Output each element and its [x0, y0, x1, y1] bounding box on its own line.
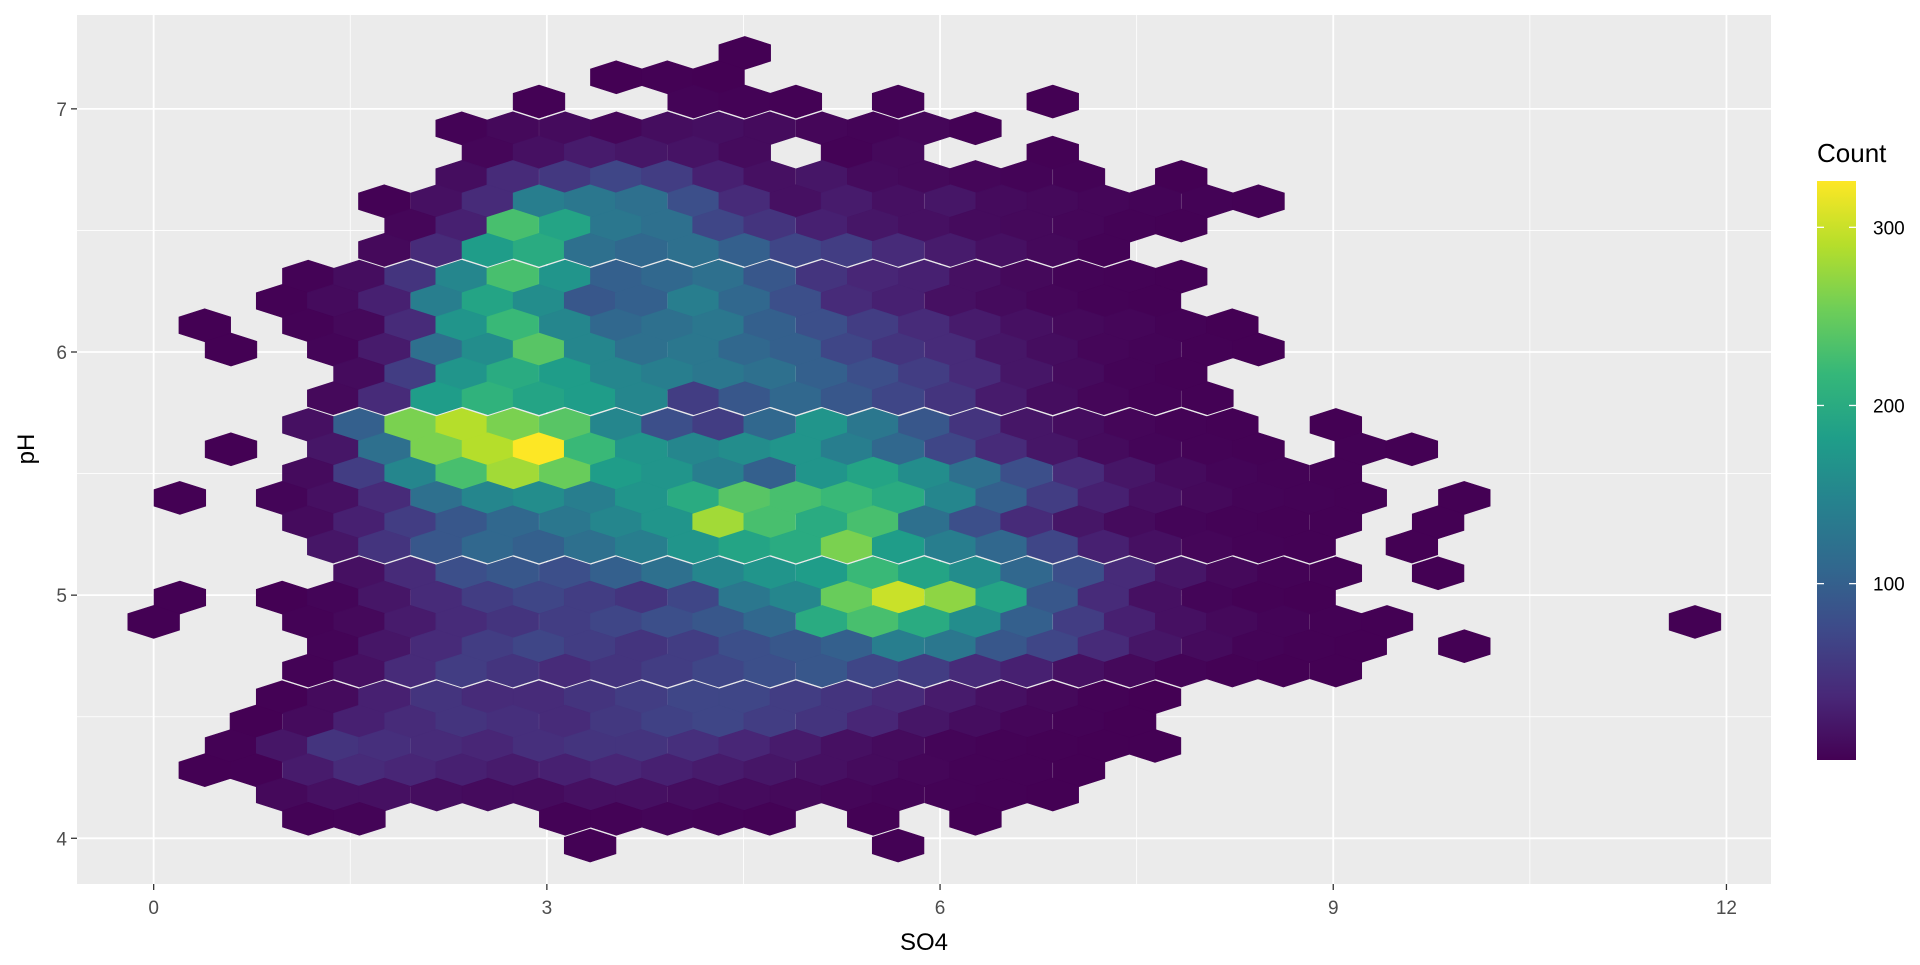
- hex-bin: [1309, 653, 1363, 688]
- hex-bin: [1128, 529, 1182, 564]
- hex-bin: [358, 529, 411, 564]
- hex-bin: [1309, 505, 1363, 540]
- hex-bin: [1000, 653, 1053, 688]
- hex-bin: [358, 184, 411, 219]
- hex-bin: [1155, 208, 1208, 243]
- hex-bin: [1283, 580, 1336, 615]
- x-tick-label: 0: [148, 898, 159, 919]
- hex-bin: [718, 36, 771, 70]
- hex-bin: [127, 605, 180, 639]
- hex-bin: [1128, 381, 1182, 416]
- hex-bin: [1128, 729, 1182, 763]
- hex-bin: [1052, 753, 1106, 788]
- hex-bin: [1232, 332, 1285, 367]
- hex-bin: [1155, 160, 1208, 194]
- hex-bin: [743, 653, 796, 688]
- hex-bin: [153, 481, 207, 515]
- hex-bin: [333, 802, 386, 836]
- colorbar-tick-label: 100: [1873, 575, 1905, 596]
- hex-bin: [871, 381, 925, 416]
- hex-bin: [769, 84, 823, 119]
- hex-bin: [153, 580, 207, 615]
- hex-bin: [949, 111, 1002, 146]
- hex-bin: [1411, 505, 1465, 540]
- colorbar: [1817, 181, 1856, 760]
- colorbar-tick-label: 300: [1873, 218, 1905, 239]
- hex-bin: [871, 233, 925, 267]
- hex-bin: [1385, 529, 1439, 564]
- y-tick-label: 6: [56, 343, 67, 364]
- hex-bin: [871, 529, 925, 564]
- hex-bin: [949, 802, 1002, 836]
- hex-bin: [1411, 556, 1465, 591]
- x-tick-label: 6: [935, 898, 946, 919]
- hex-bin: [847, 802, 900, 836]
- hex-bin: [615, 233, 668, 267]
- hex-bin: [871, 84, 925, 119]
- x-tick-label: 3: [542, 898, 553, 919]
- hex-bin: [1026, 777, 1079, 812]
- y-tick-label: 7: [56, 100, 67, 121]
- hex-bin: [358, 233, 411, 267]
- hex-bin: [1309, 556, 1363, 591]
- hex-bin: [1360, 605, 1414, 639]
- hex-bin: [204, 432, 258, 467]
- hex-bin: [1026, 84, 1079, 119]
- hex-bin: [871, 828, 925, 863]
- hex-bin: [358, 381, 411, 416]
- hex-bin: [1181, 381, 1234, 416]
- hex-bin: [1438, 481, 1491, 515]
- y-tick-label: 5: [56, 586, 67, 607]
- hex-layer: [127, 36, 1722, 863]
- hex-bin: [1385, 432, 1439, 467]
- hex-bin: [1232, 184, 1285, 219]
- hex-bin: [1438, 629, 1491, 664]
- hex-bin: [743, 802, 796, 836]
- hex-bin: [615, 529, 668, 564]
- hex-bin: [486, 653, 539, 688]
- hex-bin: [178, 308, 231, 343]
- x-tick-label: 9: [1328, 898, 1339, 919]
- hex-bin: [615, 381, 668, 416]
- hex-bin: [229, 753, 283, 788]
- hex-bin: [1155, 357, 1208, 391]
- x-tick-label: 12: [1716, 898, 1737, 919]
- hex-bin: [563, 828, 617, 863]
- hex-bin: [1283, 529, 1336, 564]
- y-tick-label: 4: [56, 829, 67, 850]
- y-axis-title: pH: [13, 434, 40, 465]
- hex-bin: [1155, 259, 1208, 294]
- hex-bin: [512, 84, 566, 119]
- hex-bin: [1077, 233, 1131, 267]
- hex-bin: [1026, 135, 1079, 170]
- colorbar-tick-label: 200: [1873, 396, 1905, 417]
- hex-bin: [1668, 605, 1722, 639]
- hex-bin: [1257, 653, 1310, 688]
- legend-title: Count: [1817, 138, 1887, 168]
- hex-bin: [204, 332, 258, 367]
- x-axis-title: SO4: [900, 929, 948, 956]
